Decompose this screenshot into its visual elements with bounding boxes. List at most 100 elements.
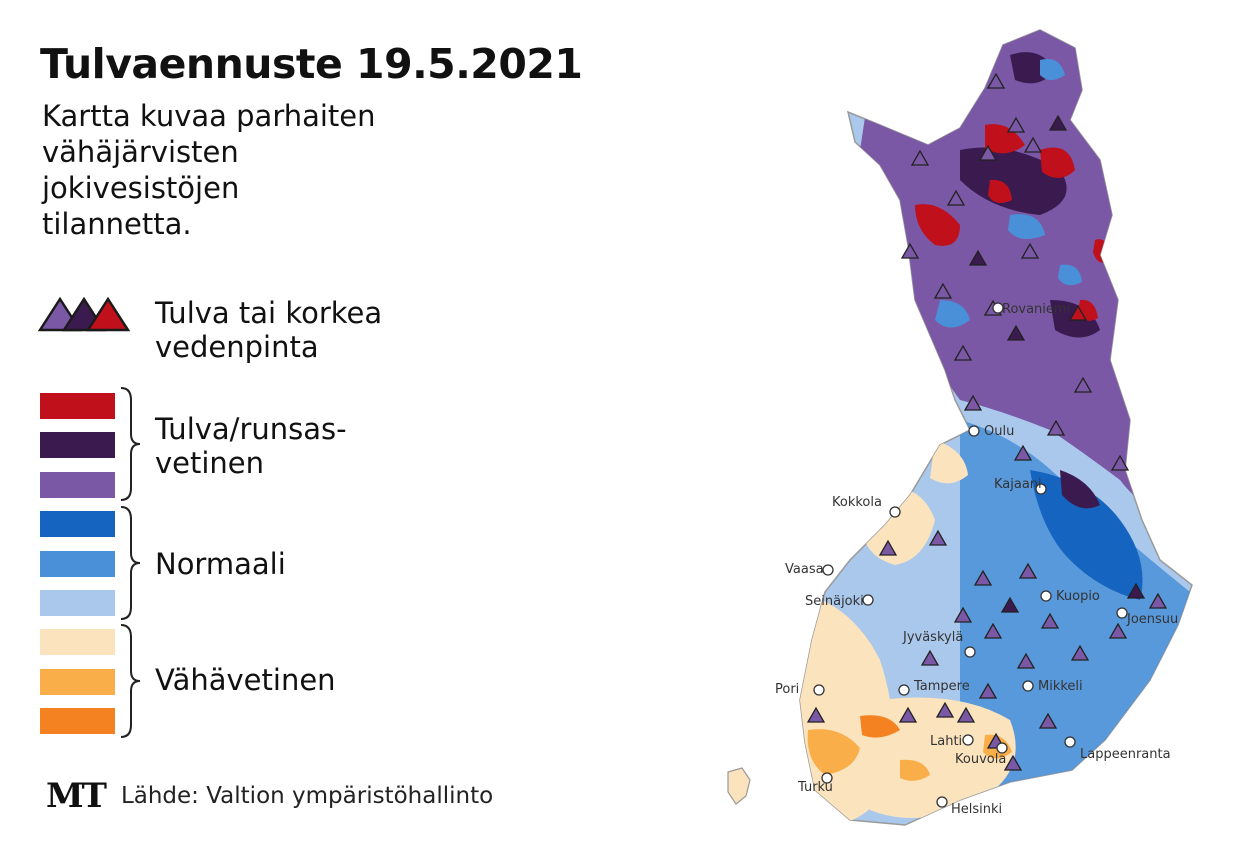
flood-marker-purple bbox=[1023, 136, 1043, 153]
flood-marker-purple bbox=[898, 706, 918, 723]
city-label: Lahti bbox=[930, 734, 962, 749]
flood-marker-purple bbox=[953, 344, 973, 361]
flood-marker-purple bbox=[1003, 754, 1023, 771]
flood-marker-dark bbox=[1126, 582, 1146, 599]
city-dot-mikkeli bbox=[1022, 680, 1034, 692]
triangle-legend-label: Tulva tai korkea vedenpinta bbox=[155, 296, 382, 364]
legend-group-normal: Normaali bbox=[155, 547, 286, 581]
legend-group-line: vetinen bbox=[155, 446, 265, 480]
legend-group-flood: Tulva/runsas- vetinen bbox=[155, 412, 347, 480]
flood-marker-purple bbox=[986, 72, 1006, 89]
legend-brace-low bbox=[120, 624, 141, 738]
legend-swatch-flood-purple bbox=[40, 472, 115, 498]
region-blue-lake-1 bbox=[1008, 214, 1045, 239]
finland-flood-map: Rovaniemi Oulu Kajaani Kokkola Vaasa Sei… bbox=[727, 29, 1193, 826]
aland-islands bbox=[727, 767, 751, 805]
city-label: Helsinki bbox=[951, 802, 1002, 817]
legend-swatch-normal-light bbox=[40, 590, 115, 616]
flood-marker-purple bbox=[1070, 644, 1090, 661]
flood-marker-purple bbox=[1108, 622, 1128, 639]
legend-group-line: Tulva/runsas- bbox=[155, 412, 347, 446]
region-blue-lake-2 bbox=[935, 300, 970, 328]
map-subtitle: Kartta kuvaa parhaiten vähäjärvisten jok… bbox=[42, 98, 462, 242]
flood-marker-purple bbox=[1038, 712, 1058, 729]
city-dot-lahti bbox=[962, 734, 974, 746]
triangle-legend-line: vedenpinta bbox=[155, 330, 319, 364]
city-dot-kouvola bbox=[996, 742, 1008, 754]
flood-marker-purple bbox=[946, 189, 966, 206]
flood-marker-purple bbox=[1016, 652, 1036, 669]
city-dot-pori bbox=[813, 684, 825, 696]
flood-marker-purple bbox=[978, 144, 998, 161]
city-label: Rovaniemi bbox=[1002, 302, 1070, 317]
flood-marker-purple bbox=[806, 706, 826, 723]
map-regions bbox=[800, 30, 1192, 825]
footer: MT Lähde: Valtion ympäristöhallinto bbox=[46, 776, 493, 816]
region-red-4 bbox=[988, 179, 1012, 204]
legend-group-low: Vähävetinen bbox=[155, 663, 336, 697]
flood-marker-purple bbox=[1018, 562, 1038, 579]
flood-marker-purple bbox=[973, 569, 993, 586]
legend-swatch-flood-dark bbox=[40, 432, 115, 458]
city-label: Lappeenranta bbox=[1080, 747, 1171, 762]
city-dot-tampere bbox=[898, 684, 910, 696]
legend-swatch-low-dark bbox=[40, 708, 115, 734]
city-dot-oulu bbox=[968, 425, 980, 437]
flood-marker-purple bbox=[1046, 419, 1066, 436]
region-dark-4 bbox=[1060, 470, 1100, 509]
city-dot-rovaniemi bbox=[992, 302, 1004, 314]
city-dot-turku bbox=[821, 772, 833, 784]
city-label: Pori bbox=[775, 682, 799, 697]
region-dry-orange-1 bbox=[807, 729, 860, 775]
city-dot-vaasa bbox=[822, 564, 834, 576]
subtitle-line: Kartta kuvaa parhaiten bbox=[42, 99, 376, 133]
city-dot-kuopio bbox=[1040, 590, 1052, 602]
flood-marker-purple bbox=[900, 242, 920, 259]
flood-marker-purple bbox=[1110, 454, 1130, 471]
city-label: Jyväskylä bbox=[902, 630, 963, 645]
legend-swatch-normal-mid bbox=[40, 551, 115, 577]
subtitle-line: jokivesistöjen bbox=[42, 171, 240, 205]
city-dot-joensuu bbox=[1116, 607, 1128, 619]
city-dot-kajaani bbox=[1035, 483, 1047, 495]
city-label: Turku bbox=[797, 780, 833, 795]
region-red-1 bbox=[915, 204, 960, 246]
region-dry-orange-4 bbox=[900, 759, 930, 781]
flood-marker-purple bbox=[1013, 444, 1033, 461]
triangle-legend-line: Tulva tai korkea bbox=[155, 296, 383, 330]
city-label: Tampere bbox=[913, 679, 970, 694]
region-dark-2 bbox=[960, 147, 1067, 215]
flood-triangles-icon bbox=[38, 296, 131, 332]
city-dot-kokkola bbox=[889, 506, 901, 518]
mt-logo: MT bbox=[46, 776, 107, 816]
legend-swatch-low-light bbox=[40, 629, 115, 655]
city-dot-lappeenranta bbox=[1064, 736, 1076, 748]
subtitle-line: vähäjärvisten bbox=[42, 135, 239, 169]
city-label: Kouvola bbox=[955, 752, 1006, 767]
flood-marker-purple bbox=[963, 394, 983, 411]
flood-marker-purple bbox=[910, 149, 930, 166]
flood-marker-purple bbox=[933, 282, 953, 299]
flood-marker-dark bbox=[1000, 596, 1020, 613]
city-label: Kokkola bbox=[832, 495, 882, 510]
legend-group-line: Vähävetinen bbox=[155, 663, 336, 697]
city-dot-jyvaskyla bbox=[964, 646, 976, 658]
flood-marker-red bbox=[1068, 304, 1088, 321]
region-blue-lake-4 bbox=[1058, 264, 1082, 286]
map-title: Tulvaennuste 19.5.2021 bbox=[40, 40, 583, 88]
source-text: Lähde: Valtion ympäristöhallinto bbox=[120, 783, 494, 809]
flood-marker-purple bbox=[1040, 612, 1060, 629]
region-red-2 bbox=[985, 124, 1025, 154]
legend-swatch-low-mid bbox=[40, 669, 115, 695]
region-dry-orange-2 bbox=[860, 715, 900, 738]
flood-marker-purple bbox=[935, 701, 955, 718]
subtitle-line: tilannetta. bbox=[42, 207, 192, 241]
legend-swatch-normal-dark bbox=[40, 511, 115, 537]
legend-swatch-flood-red bbox=[40, 393, 115, 419]
legend-brace-flood bbox=[120, 387, 141, 501]
triangle-icon-red bbox=[85, 296, 131, 332]
flood-marker-purple bbox=[920, 649, 940, 666]
region-dry-south bbox=[862, 697, 1016, 818]
region-red-3 bbox=[1040, 147, 1075, 179]
city-markers: Rovaniemi Oulu Kajaani Kokkola Vaasa Sei… bbox=[775, 302, 1178, 817]
